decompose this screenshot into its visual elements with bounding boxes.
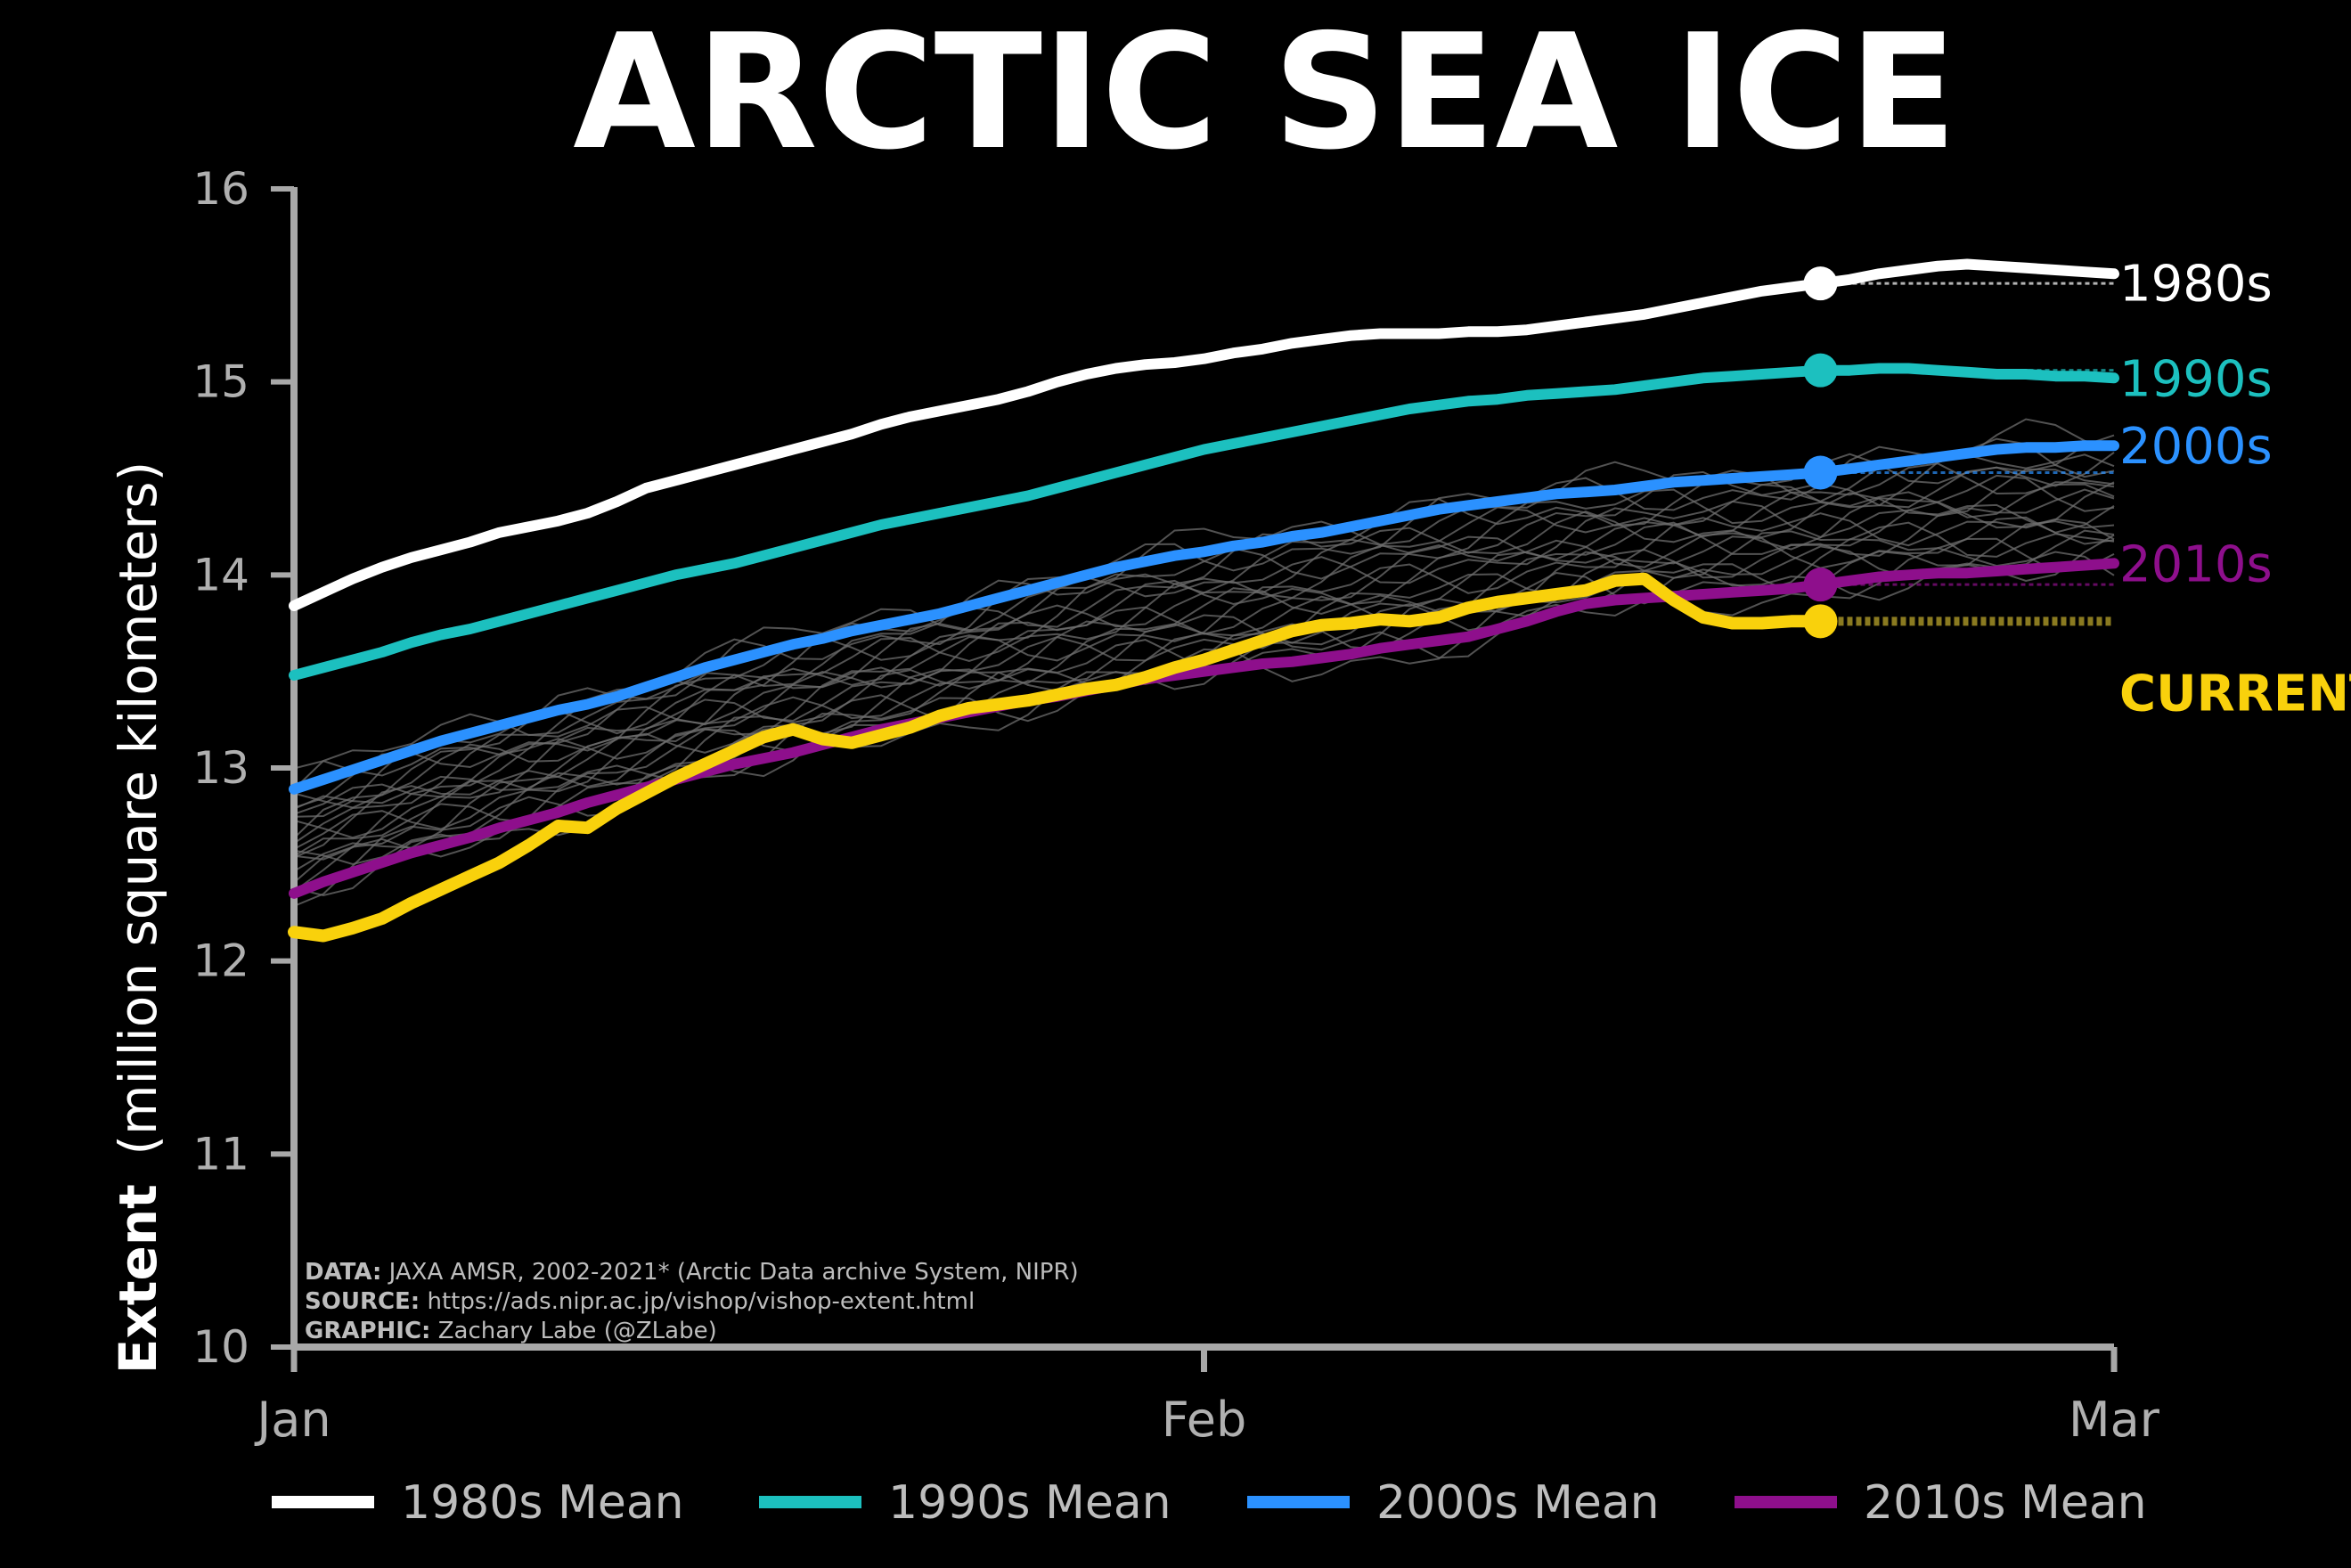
y-tick-label: 15 <box>192 356 249 408</box>
y-axis-label: Extent (million square kilometers) <box>108 461 168 1374</box>
year-trace <box>293 453 2115 809</box>
y-tick-label: 12 <box>192 935 249 987</box>
credit-text: JAXA AMSR, 2002-2021* (Arctic Data archi… <box>381 1259 1078 1286</box>
end-label-2010s: 2010s <box>2119 535 2273 593</box>
credit-text: https://ads.nipr.ac.jp/vishop/vishop-ext… <box>420 1288 975 1315</box>
series-current-marker <box>1803 604 1838 639</box>
credit-label: SOURCE: <box>305 1288 420 1315</box>
end-label-current: CURRENT <box>2119 665 2351 723</box>
end-label-2000s: 2000s <box>2119 418 2273 476</box>
y-tick-label: 16 <box>192 163 249 215</box>
credit-line: GRAPHIC: Zachary Labe (@ZLabe) <box>305 1318 717 1344</box>
y-tick-label: 13 <box>192 742 249 794</box>
legend-label-1980s: 1980s Mean <box>401 1476 684 1530</box>
y-axis-label-rest: (million square kilometers) <box>108 461 168 1156</box>
series-2010s-marker <box>1803 568 1838 602</box>
year-trace <box>293 481 2115 845</box>
x-tick-label: Jan <box>254 1392 331 1448</box>
series-1990s-marker <box>1803 353 1838 388</box>
end-label-1980s: 1980s <box>2119 255 2273 313</box>
credit-line: SOURCE: https://ads.nipr.ac.jp/vishop/vi… <box>305 1288 975 1315</box>
year-trace <box>293 521 2115 872</box>
legend-label-2010s: 2010s Mean <box>1864 1476 2147 1530</box>
credit-label: GRAPHIC: <box>305 1318 430 1344</box>
end-label-1990s: 1990s <box>2119 350 2273 408</box>
y-axis-label-bold: Extent <box>108 1184 168 1374</box>
legend: 1980s Mean 1990s Mean 2000s Mean 2010s Mean <box>272 1476 2147 1530</box>
x-tick-label: Feb <box>1162 1392 1247 1448</box>
y-tick-label: 10 <box>192 1321 249 1373</box>
year-trace <box>293 462 2115 815</box>
axes: 10 11 12 13 14 15 16 Jan Feb Mar <box>192 163 2159 1448</box>
legend-label-2000s: 2000s Mean <box>1376 1476 1660 1530</box>
series-lines <box>288 258 2119 943</box>
y-tick-label: 11 <box>192 1128 249 1180</box>
x-tick-label: Mar <box>2069 1392 2160 1448</box>
year-trace <box>293 534 2115 897</box>
series-1980s-marker <box>1803 266 1838 301</box>
credit-label: DATA: <box>305 1259 381 1286</box>
end-labels: 1980s 1990s 2000s 2010s CURRENT <box>2119 255 2351 723</box>
year-trace <box>293 537 2115 866</box>
credit-text: Zachary Labe (@ZLabe) <box>430 1318 716 1344</box>
year-trace <box>293 418 2115 790</box>
series-current-line <box>288 572 1827 943</box>
legend-label-1990s: 1990s Mean <box>888 1476 1171 1530</box>
credits: DATA: JAXA AMSR, 2002-2021* (Arctic Data… <box>305 1259 1079 1344</box>
year-trace <box>293 474 2115 810</box>
chart-title: ARCTIC SEA ICE <box>573 0 1957 184</box>
credit-line: DATA: JAXA AMSR, 2002-2021* (Arctic Data… <box>305 1259 1079 1286</box>
y-tick-label: 14 <box>192 549 249 600</box>
series-2000s-marker <box>1803 455 1838 490</box>
